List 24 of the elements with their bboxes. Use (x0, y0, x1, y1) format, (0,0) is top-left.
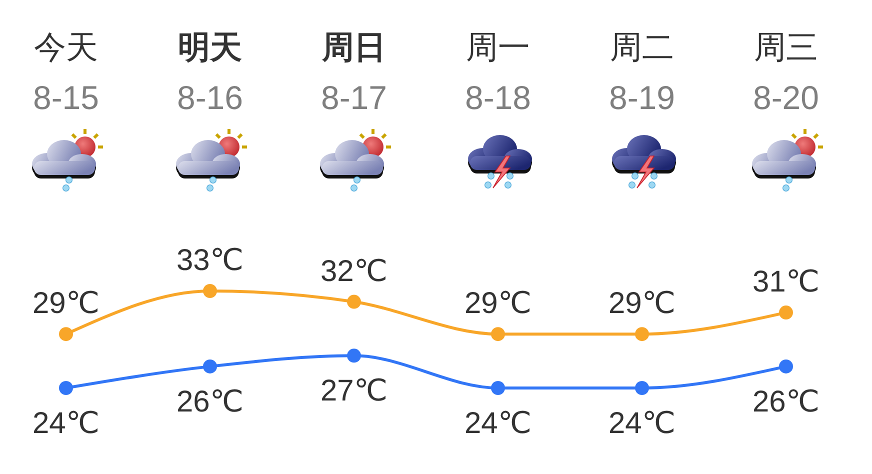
x-tick-label-date: 8-19 (608, 79, 676, 116)
data-label: 27℃ (320, 374, 388, 408)
data-label: 26℃ (752, 385, 820, 418)
data-label: 31℃ (752, 266, 820, 299)
x-tick-label-day: 周二 (610, 29, 674, 65)
x-tick-label-date: 8-20 (752, 79, 820, 116)
data-label: 26℃ (176, 385, 244, 418)
x-tick-label-day: 周一 (466, 29, 530, 65)
x-tick-label-day: 周三 (754, 29, 818, 65)
data-label: 29℃ (464, 287, 532, 320)
x-tick-label-day: 今天 (34, 29, 98, 65)
data-label: 24℃ (32, 407, 100, 440)
data-label: 24℃ (608, 407, 676, 440)
x-tick-label-date: 8-16 (176, 79, 244, 116)
data-label: 29℃ (32, 287, 100, 320)
x-tick-label-date: 8-15 (32, 79, 100, 116)
data-label: 32℃ (320, 254, 388, 288)
x-tick-label-date: 8-17 (320, 79, 388, 116)
x-tick-label-day: 周日 (322, 29, 386, 65)
data-label: 24℃ (464, 407, 532, 440)
x-tick-label-date: 8-18 (464, 79, 532, 116)
data-label: 29℃ (608, 287, 676, 320)
x-tick-label-day: 明天 (178, 29, 242, 65)
data-label: 33℃ (176, 244, 244, 277)
